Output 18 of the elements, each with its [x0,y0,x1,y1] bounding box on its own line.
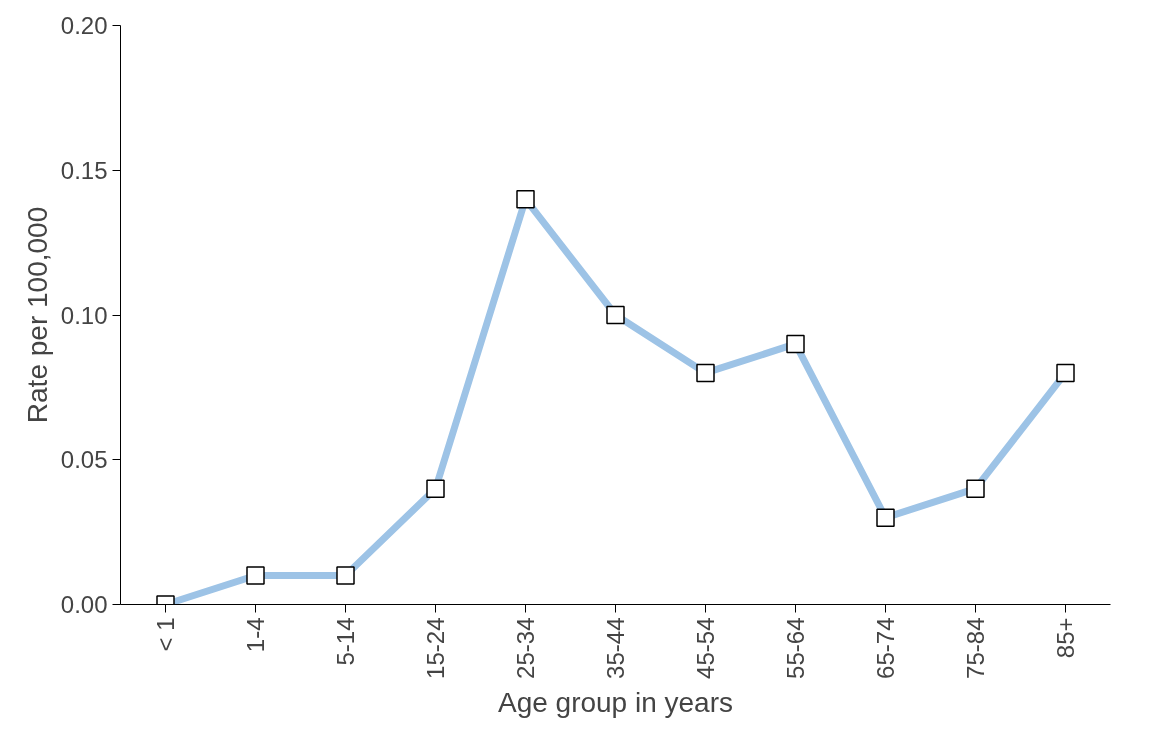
x-tick-label: 25-34 [512,617,539,679]
x-tick-label: 45-54 [692,617,719,679]
x-tick-label: 65-74 [872,617,899,679]
y-tick-label: 0.05 [60,446,108,474]
x-tick-label: 15-24 [422,617,449,679]
x-tick-label: 35-44 [602,617,629,679]
x-tick-label: 85+ [1052,617,1079,659]
x-tick-label: < 1 [152,617,179,652]
x-tick-label: 55-64 [782,617,809,679]
x-tick-label: 75-84 [962,617,989,679]
y-axis-title: Rate per 100,000 [21,206,53,424]
y-tick-label: 0.15 [60,156,108,184]
x-tick-label: 1-4 [242,617,269,653]
x-axis-title: Age group in years [497,686,734,718]
x-tick-label: 5-14 [332,617,359,666]
y-tick-label: 0.10 [60,301,108,329]
y-tick-label: 0.00 [60,591,108,618]
y-tick-label: 0.20 [60,12,108,39]
